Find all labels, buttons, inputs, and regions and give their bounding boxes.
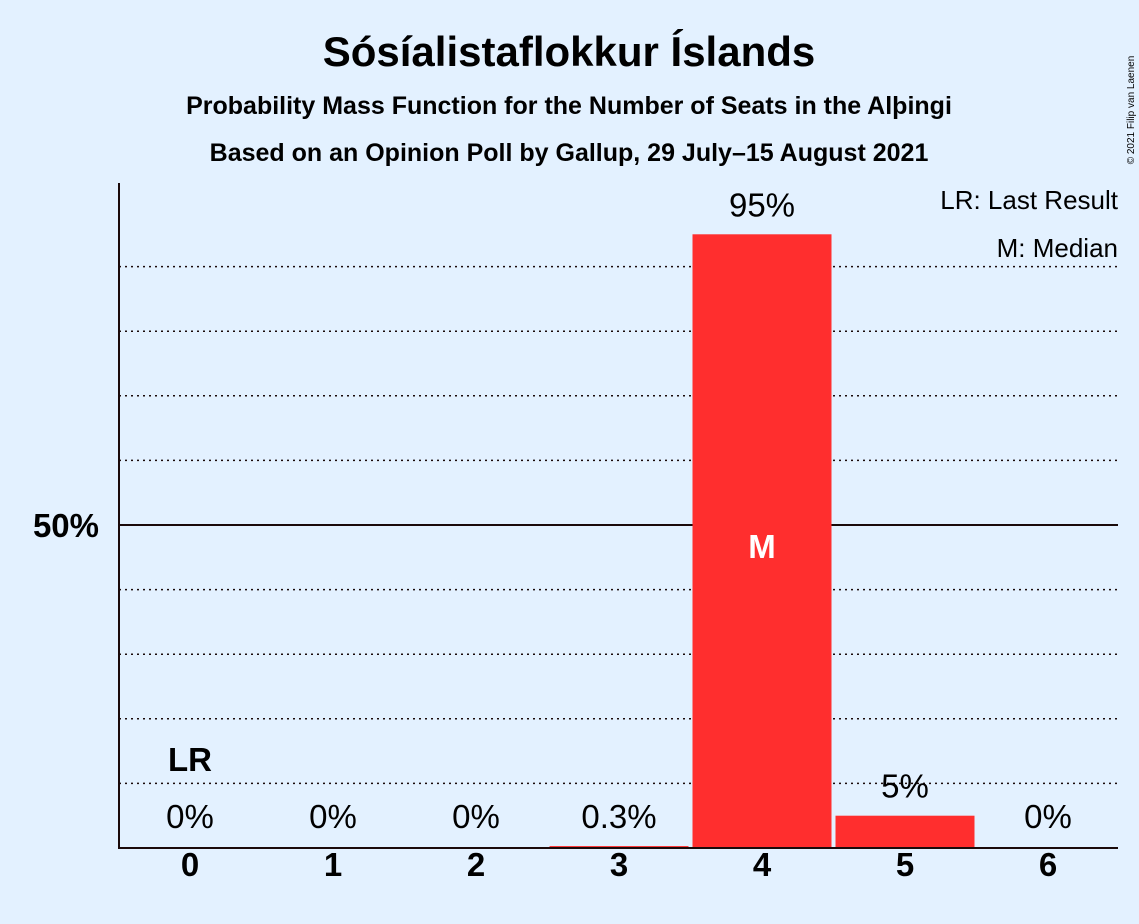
value-labels: 0% LR 0% 0% 0.3% 95% M 5% 0% — [166, 186, 1072, 835]
chart-subtitle: Probability Mass Function for the Number… — [186, 92, 952, 120]
value-label: 0% — [166, 798, 214, 835]
last-result-marker: LR — [168, 741, 212, 778]
gridlines — [119, 265, 1118, 785]
legend-last-result: LR: Last Result — [940, 185, 1119, 215]
y-tick-label: 50% — [33, 507, 99, 544]
x-tick-label: 0 — [181, 846, 199, 883]
value-label: 5% — [881, 768, 929, 805]
x-tick-labels: 0 1 2 3 4 5 6 — [181, 846, 1057, 883]
chart-subtitle-source: Based on an Opinion Poll by Gallup, 29 J… — [210, 139, 929, 167]
value-label: 0% — [1024, 798, 1072, 835]
median-marker: M — [748, 528, 776, 565]
x-tick-label: 3 — [610, 846, 628, 883]
bar — [692, 234, 832, 849]
value-label: 0% — [452, 798, 500, 835]
x-tick-label: 5 — [896, 846, 914, 883]
x-tick-label: 2 — [467, 846, 485, 883]
bar — [835, 815, 975, 848]
value-label: 0% — [309, 798, 357, 835]
value-label: 0.3% — [581, 798, 656, 835]
x-tick-label: 4 — [753, 846, 772, 883]
chart-title: Sósíalistaflokkur Íslands — [323, 28, 816, 75]
x-tick-label: 6 — [1039, 846, 1057, 883]
legend-median: M: Median — [997, 233, 1118, 263]
x-tick-label: 1 — [324, 846, 342, 883]
copyright-text: © 2021 Filip van Laenen — [1126, 56, 1137, 165]
bars — [549, 234, 975, 849]
value-label: 95% — [729, 186, 795, 223]
